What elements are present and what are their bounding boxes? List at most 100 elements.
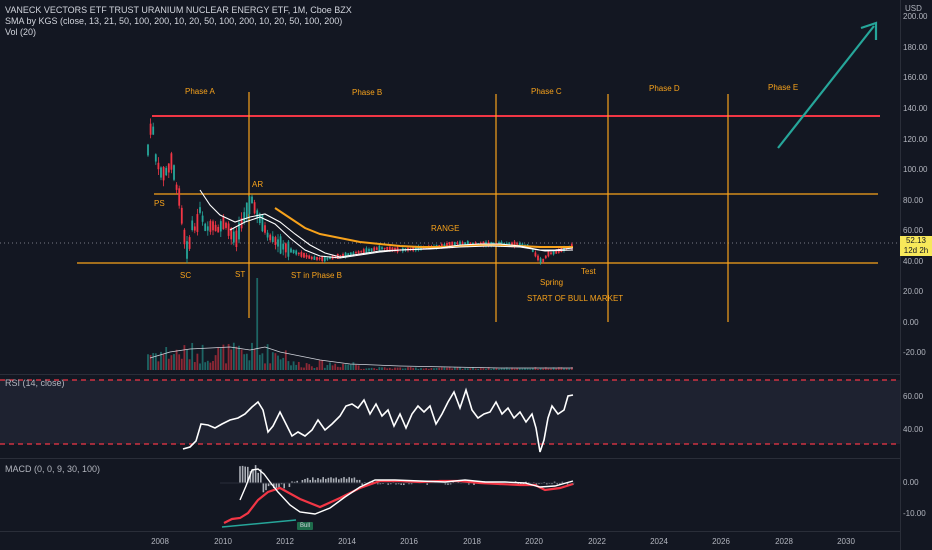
candle-body (464, 242, 467, 245)
macd-histogram-bar (296, 480, 298, 483)
volume-bar (342, 363, 344, 370)
macd-histogram-bar (327, 477, 330, 483)
macd-histogram (239, 465, 574, 493)
bull-divergence-badge: Bull (297, 522, 314, 530)
candle-body (472, 242, 474, 245)
volume-bar (167, 358, 170, 370)
price-tick: 0.00 (903, 318, 919, 327)
macd-histogram-bar (410, 483, 413, 485)
volume-bar (300, 367, 303, 370)
time-tick: 2022 (588, 537, 606, 546)
macd-tick: -10.00 (903, 509, 926, 518)
volume-bar (391, 368, 394, 370)
candle-body (173, 165, 175, 180)
macd-histogram-bar (559, 483, 561, 485)
candle-body (466, 241, 469, 246)
macd-legend[interactable]: MACD (0, 0, 9, 30, 100) (5, 464, 101, 474)
candle-body (264, 225, 266, 233)
candle-body (178, 188, 181, 206)
volume-bar (485, 368, 487, 370)
last-price-label[interactable]: 52.13 12d 2h (900, 236, 932, 256)
candle-body (531, 249, 534, 252)
candle-body (370, 248, 373, 251)
time-tick: 2008 (151, 537, 169, 546)
pane-divider-rsi-macd[interactable] (0, 458, 900, 459)
volume-bar (269, 363, 272, 370)
candle-body (277, 239, 279, 247)
time-tick: 2030 (837, 537, 855, 546)
candle-body (295, 250, 298, 255)
volume-bar (368, 368, 370, 370)
volume-bar (284, 350, 287, 370)
st-phase-b-label: ST in Phase B (291, 271, 342, 280)
volume-bar (248, 360, 251, 370)
candle-body (355, 252, 357, 254)
volume-bar (378, 367, 381, 370)
volume-bar (323, 367, 326, 370)
price-axis[interactable] (900, 0, 932, 550)
candle-body (157, 162, 160, 170)
macd-histogram-bar (525, 481, 527, 483)
range-label: RANGE (431, 224, 460, 233)
sma-orange-line (274, 207, 573, 248)
volume-bar (433, 368, 435, 370)
candle-body (201, 215, 204, 222)
candle-body (459, 241, 461, 245)
volume-bar (388, 367, 391, 370)
macd-histogram-bar (319, 479, 322, 483)
sma-indicator-legend[interactable]: SMA by KGS (close, 13, 21, 50, 100, 200,… (5, 16, 343, 26)
macd-histogram-bar (351, 478, 353, 483)
macd-histogram-bar (325, 478, 327, 483)
volume-bar (321, 360, 324, 370)
chart-title[interactable]: VANECK VECTORS ETF TRUST URANIUM NUCLEAR… (5, 5, 352, 15)
volume-bar (435, 367, 438, 370)
volume-bar (240, 349, 243, 370)
candle-body (352, 252, 355, 255)
candle-body (516, 243, 519, 245)
volume-bar (394, 367, 396, 370)
candle-body (258, 213, 261, 224)
volume-bar (365, 368, 368, 370)
volume-bar (492, 367, 495, 370)
candle-body (162, 166, 165, 181)
macd-histogram-bar (400, 483, 402, 485)
volume-bar (521, 368, 524, 370)
volume-bar (271, 352, 274, 370)
rsi-legend[interactable]: RSI (14, close) (5, 378, 65, 388)
candle-body (368, 248, 370, 252)
sma-white-line (199, 189, 574, 258)
macd-histogram-bar (561, 481, 564, 483)
candle-body (391, 247, 394, 251)
volume-bar (503, 367, 506, 370)
candle-body (245, 202, 248, 219)
macd-histogram-bar (343, 477, 345, 483)
volume-bar (370, 367, 373, 370)
volume-bar (425, 368, 428, 370)
macd-histogram-bar (273, 483, 275, 489)
volume-bar (201, 344, 204, 370)
macd-histogram-bar (566, 483, 569, 485)
candle-body (381, 247, 383, 250)
macd-histogram-bar (546, 483, 548, 485)
macd-histogram-bar (426, 483, 428, 485)
volume-bar (157, 361, 160, 370)
volume-bar (173, 354, 175, 370)
volume-bar (214, 355, 217, 370)
candle-body (334, 256, 337, 258)
candle-body (209, 220, 212, 232)
ps-label: PS (154, 199, 165, 208)
currency-label[interactable]: USD (905, 4, 922, 13)
pane-divider-price-rsi[interactable] (0, 374, 900, 375)
candle-body (186, 241, 188, 259)
candle-body (453, 241, 456, 246)
candle-body (175, 184, 178, 190)
candle-body (521, 243, 524, 246)
volume-indicator-legend[interactable]: Vol (20) (5, 27, 37, 37)
macd-histogram-bar (535, 483, 538, 485)
candle-body (448, 242, 451, 248)
candle-body (227, 223, 230, 236)
candle-body (219, 221, 222, 232)
volume-bar (472, 367, 474, 370)
chart-canvas[interactable] (0, 0, 900, 550)
volume-bar (386, 368, 389, 370)
